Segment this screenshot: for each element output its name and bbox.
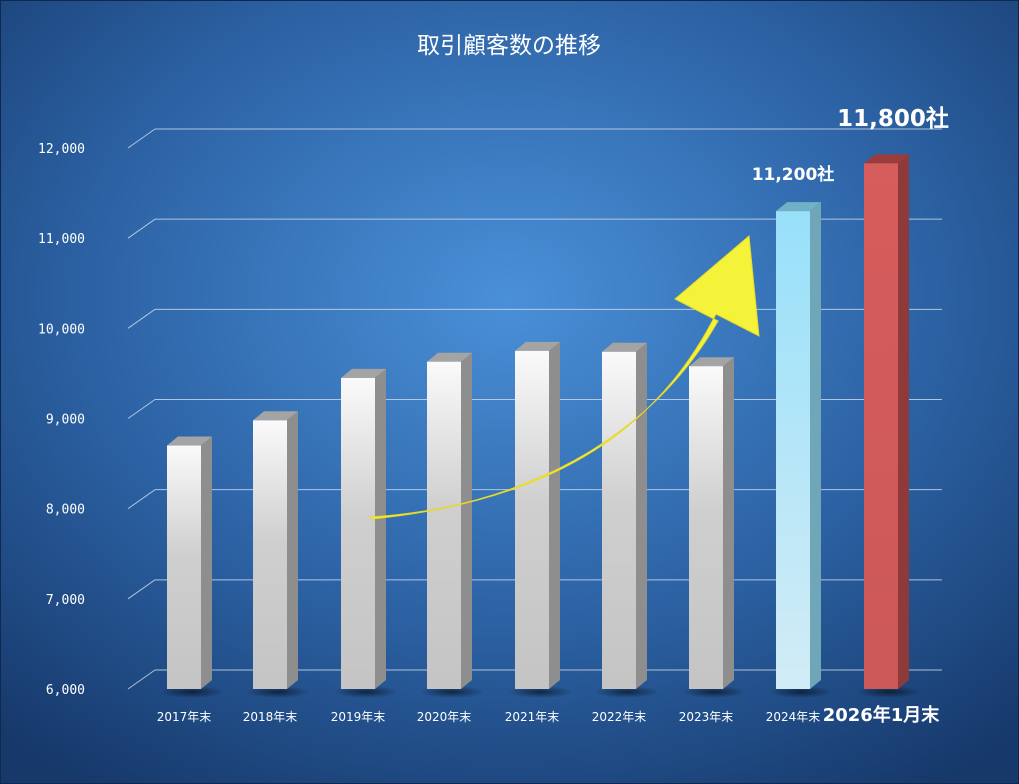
gridline-diagonal [127, 308, 156, 329]
bar [253, 420, 287, 689]
bar [602, 351, 636, 689]
y-tick-label: 6,000 [46, 683, 85, 698]
y-tick-label: 12,000 [38, 142, 85, 157]
x-tick-label: 2022年末 [592, 710, 647, 724]
bar-side [375, 368, 386, 689]
y-tick-label: 7,000 [46, 593, 85, 608]
x-tick-label: 2018年末 [243, 710, 298, 724]
label-layer: 6,000 7,000 8,000 9,000 10,000 11,000 12,000 20… [38, 105, 949, 726]
data-label: 11,800社 [837, 105, 949, 132]
x-tick-label: 2023年末 [679, 710, 734, 724]
bar-top [341, 368, 386, 378]
x-tick-label: 2020年末 [417, 710, 472, 724]
bar-side [636, 342, 647, 689]
y-tick-label: 8,000 [46, 503, 85, 518]
bar-top [253, 411, 298, 421]
bar [689, 366, 723, 689]
chart-title: 取引顧客数の推移 [417, 33, 601, 59]
bar-top [864, 154, 909, 164]
bar-top [427, 352, 472, 362]
gridline-diagonal [127, 489, 156, 510]
bar-side [810, 202, 821, 689]
data-label: 11,200社 [752, 164, 835, 185]
x-tick-label: 2017年末 [157, 710, 212, 724]
x-tick-label: 2026年1月末 [823, 704, 941, 726]
bar-side [723, 357, 734, 689]
bar [167, 445, 201, 689]
bar-layer [167, 154, 909, 689]
bar-top [167, 436, 212, 446]
x-tick-label: 2024年末 [766, 710, 821, 724]
bar-top [689, 357, 734, 367]
bar [427, 361, 461, 689]
bar-side [549, 341, 560, 689]
gridline-diagonal [127, 218, 156, 239]
bar [341, 377, 375, 689]
x-tick-label: 2019年末 [331, 710, 386, 724]
y-tick-label: 10,000 [38, 322, 85, 337]
bar [864, 163, 898, 689]
bar-side [201, 436, 212, 689]
bar-side [898, 154, 909, 689]
bar [776, 211, 810, 689]
bar-top [515, 341, 560, 351]
bar-side [287, 411, 298, 689]
gridline-diagonal [127, 579, 156, 600]
bar-top [602, 342, 647, 352]
gridline-diagonal [127, 128, 156, 149]
y-tick-label: 11,000 [38, 232, 85, 247]
gridline-diagonal [127, 399, 156, 419]
upward-trend-arrow [368, 235, 760, 520]
gridline-diagonal [127, 669, 156, 690]
bar-top [776, 202, 821, 212]
bar [515, 350, 549, 689]
y-tick-label: 9,000 [46, 413, 85, 428]
bar-side [461, 352, 472, 689]
x-tick-label: 2021年末 [505, 710, 560, 724]
